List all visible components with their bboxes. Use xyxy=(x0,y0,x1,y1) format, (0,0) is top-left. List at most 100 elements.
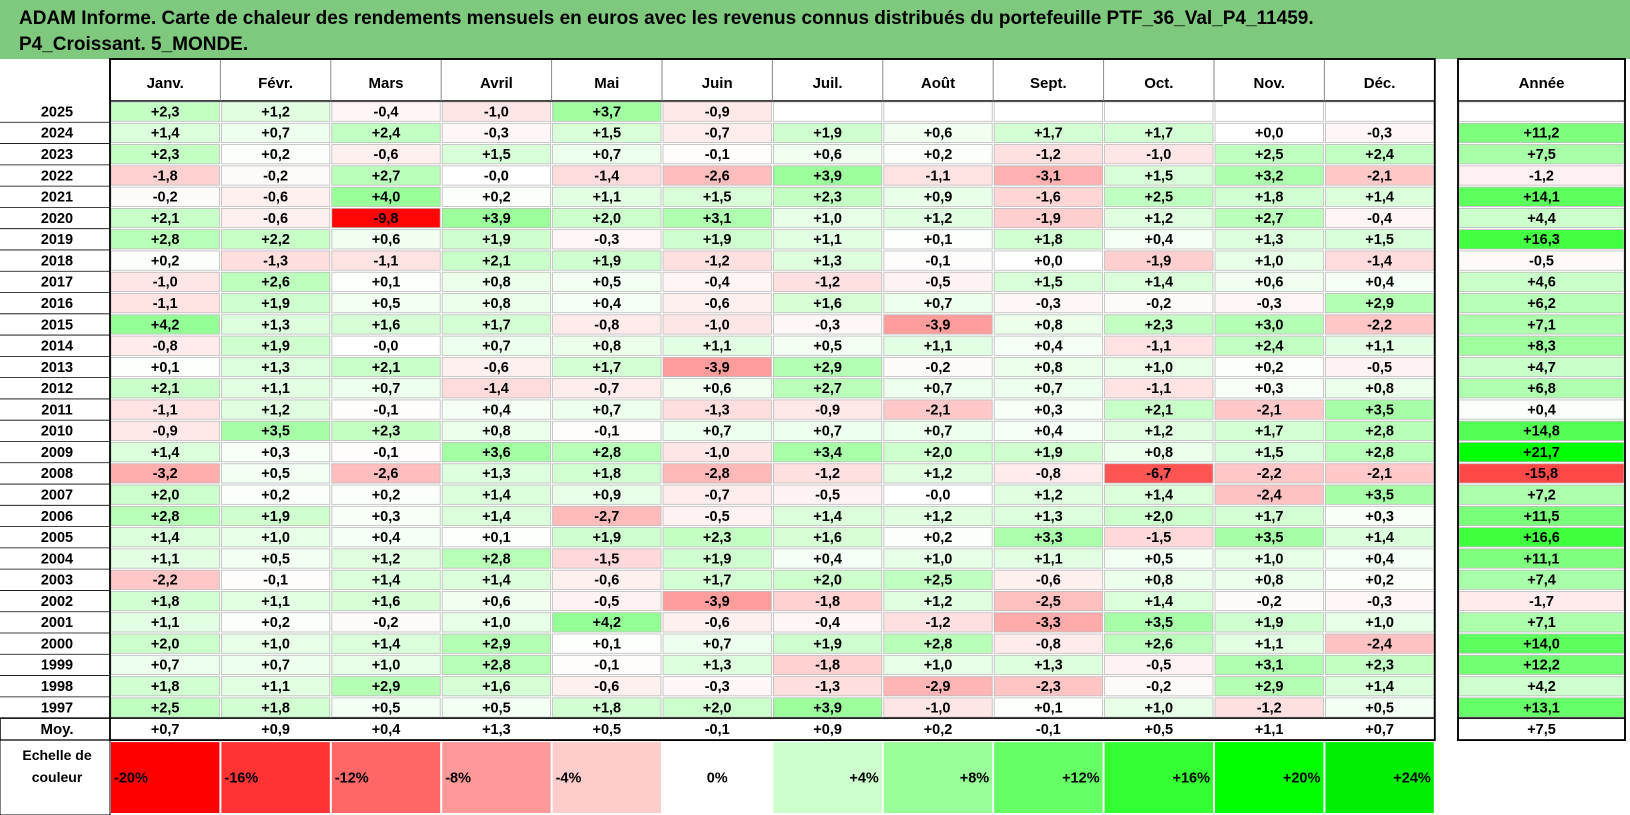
heat-cell xyxy=(883,335,993,356)
heat-cell xyxy=(1214,335,1324,356)
cell-value: +0,2 xyxy=(261,615,290,631)
cell-value: -0,5 xyxy=(1146,658,1171,674)
heat-cell xyxy=(110,271,220,292)
heat-cell xyxy=(331,399,441,420)
heat-cell xyxy=(331,356,441,378)
annual-value: +7,1 xyxy=(1527,615,1556,631)
year-label: 2010 xyxy=(41,424,73,440)
cell-value: -0,6 xyxy=(263,190,288,206)
heat-cell xyxy=(220,101,331,122)
heat-cell xyxy=(331,463,441,484)
average-value: +0,7 xyxy=(151,722,180,738)
cell-value: +2,9 xyxy=(1255,679,1284,695)
cell-value: +3,3 xyxy=(1034,530,1063,546)
cell-value: +2,3 xyxy=(151,104,180,120)
year-label: 2011 xyxy=(41,402,72,418)
heat-cell xyxy=(331,144,441,165)
heat-cell xyxy=(1325,122,1435,143)
annual-value: +16,3 xyxy=(1523,232,1560,248)
heat-cell xyxy=(773,442,883,463)
heat-cell xyxy=(883,654,993,675)
cell-value: +2,3 xyxy=(1365,658,1394,674)
cell-value: +1,2 xyxy=(924,509,953,525)
cell-value: -0,0 xyxy=(926,488,951,504)
heat-cell xyxy=(441,484,552,505)
heat-cell xyxy=(441,378,552,399)
cell-value: +1,8 xyxy=(151,594,180,610)
cell-value: +2,8 xyxy=(151,509,180,525)
heat-cell xyxy=(552,335,662,356)
cell-value: -0,8 xyxy=(594,317,619,333)
cell-value: -1,1 xyxy=(1146,339,1171,355)
heat-cell xyxy=(552,612,662,633)
average-value: +0,4 xyxy=(372,722,401,738)
cell-value: +0,4 xyxy=(813,551,842,567)
cell-value: +2,3 xyxy=(372,424,401,440)
heat-cell xyxy=(441,633,552,654)
cell-value: +1,7 xyxy=(1255,424,1284,440)
cell-value: -0,3 xyxy=(1367,594,1392,610)
heat-cell xyxy=(883,378,993,399)
heat-cell xyxy=(662,399,772,420)
annual-outline xyxy=(1457,58,1626,742)
scale-stop-label: 0% xyxy=(707,770,728,786)
cell-value: +1,2 xyxy=(1144,211,1173,227)
heat-cell xyxy=(1104,676,1214,697)
annual-value: +7,4 xyxy=(1527,573,1556,589)
heat-cell xyxy=(1214,165,1324,186)
scale-swatch xyxy=(663,742,772,813)
annual-cell xyxy=(1458,271,1625,292)
heat-cell xyxy=(220,293,331,314)
cell-value: +2,9 xyxy=(372,679,401,695)
cell-value: -0,2 xyxy=(374,615,399,631)
heat-cell xyxy=(662,442,772,463)
heat-cell xyxy=(1104,569,1214,590)
heat-cell xyxy=(441,293,552,314)
cell-value: +0,1 xyxy=(592,636,621,652)
cell-value: +3,6 xyxy=(482,445,511,461)
cell-value: +0,8 xyxy=(1034,360,1063,376)
heat-cell xyxy=(1104,271,1214,292)
heat-cell xyxy=(1214,484,1324,505)
heat-cell xyxy=(1214,676,1324,697)
scale-stop-label: +24% xyxy=(1393,770,1431,786)
cell-value: +0,8 xyxy=(1365,381,1394,397)
cell-value: +1,4 xyxy=(1365,190,1394,206)
heat-cell xyxy=(1325,165,1435,186)
heat-cell xyxy=(220,527,331,548)
cell-value: +1,8 xyxy=(261,700,290,716)
cell-value: -2,7 xyxy=(594,509,619,525)
cell-value: +0,2 xyxy=(372,488,401,504)
cell-value: +0,2 xyxy=(261,488,290,504)
heat-cell xyxy=(1325,463,1435,484)
heat-cell xyxy=(331,442,441,463)
heat-cell xyxy=(773,697,883,718)
scale-stop-label: -12% xyxy=(335,770,369,786)
cell-value: +1,1 xyxy=(703,339,732,355)
cell-value: +1,2 xyxy=(261,402,290,418)
heat-cell xyxy=(441,442,552,463)
heat-cell xyxy=(1104,633,1214,654)
heat-cell xyxy=(331,314,441,335)
heat-cell xyxy=(993,633,1104,654)
heat-cell xyxy=(110,356,220,378)
heat-cell xyxy=(1104,505,1214,527)
cell-value: -0,3 xyxy=(1036,296,1061,312)
heat-cell xyxy=(1325,250,1435,271)
chart-title: ADAM Informe. Carte de chaleur des rende… xyxy=(0,0,1630,59)
heat-cell xyxy=(662,569,772,590)
heat-cell xyxy=(1325,676,1435,697)
cell-value: +0,5 xyxy=(372,700,401,716)
year-label: 2021 xyxy=(41,190,73,206)
heat-cell xyxy=(1104,484,1214,505)
heat-cell xyxy=(773,676,883,697)
annual-value: +6,8 xyxy=(1527,381,1556,397)
annual-cell xyxy=(1458,484,1625,505)
month-header: Nov. xyxy=(1253,75,1284,92)
cell-value: -1,1 xyxy=(926,168,951,184)
cell-value: +1,0 xyxy=(924,658,953,674)
year-label: 2005 xyxy=(41,530,73,546)
annual-value: +8,3 xyxy=(1527,339,1556,355)
scale-swatch xyxy=(1215,742,1324,813)
cell-value: +1,1 xyxy=(261,381,290,397)
